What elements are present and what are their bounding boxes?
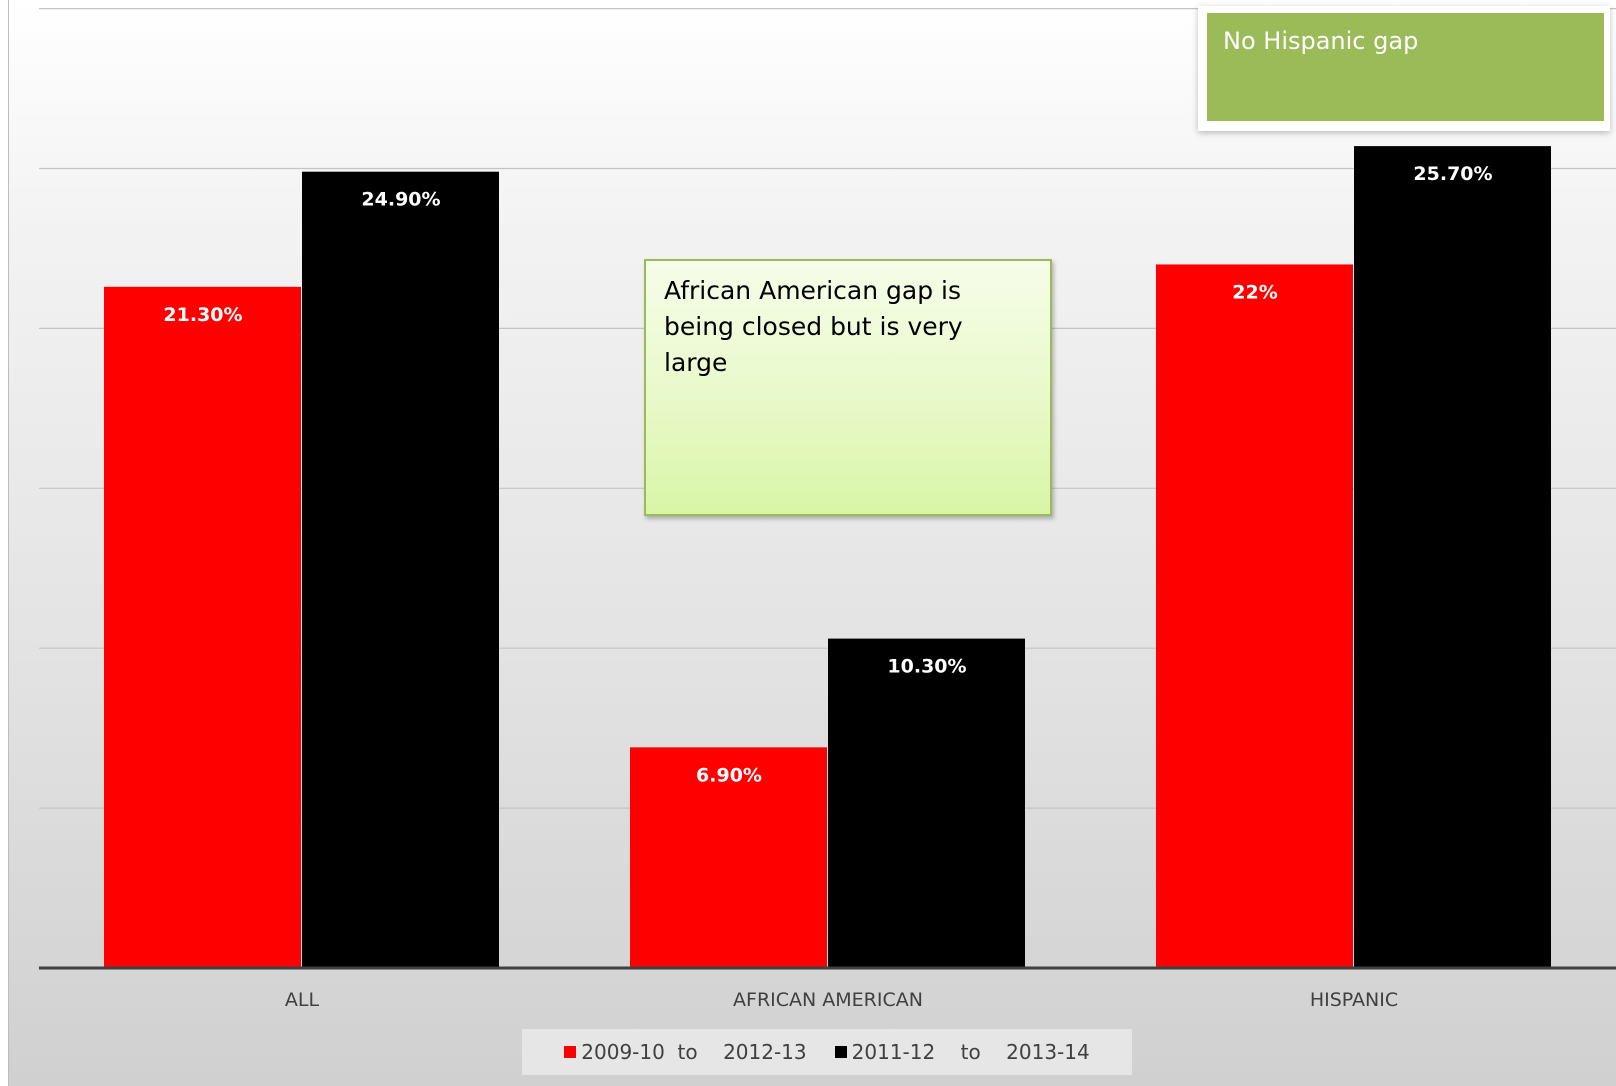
data-label-1-1: 21.30% <box>163 304 242 326</box>
note-no-hispanic-gap: No Hispanic gap <box>1198 6 1610 131</box>
bar-2-1 <box>302 171 499 968</box>
note-african-american-gap: African American gap is being closed but… <box>644 259 1052 516</box>
legend-item-series-1: 2009-10 to 2012-13 <box>564 1040 807 1064</box>
legend-swatch-series-2 <box>834 1046 847 1058</box>
legend: 2009-10 to 2012-13 2011-12 to 2013-14 <box>522 1029 1132 1075</box>
data-label-2-3: 25.70% <box>1413 163 1492 185</box>
chart-area: 21.30% 24.90% ALL 6.90% 10.30% AFRICAN AMERIC… <box>8 0 1616 1086</box>
legend-item-series-2: 2011-12 to 2013-14 <box>834 1040 1090 1064</box>
category-label: AFRICAN AMERICAN <box>733 989 923 1011</box>
legend-label-series-1: 2009-10 to 2012-13 <box>581 1040 807 1064</box>
legend-label-series-2: 2011-12 to 2013-14 <box>851 1040 1090 1064</box>
legend-swatch-series-1 <box>564 1046 577 1058</box>
data-label-1-3: 22% <box>1232 281 1277 303</box>
note-no-hispanic-gap-text: No Hispanic gap <box>1207 13 1604 121</box>
category-label: ALL <box>285 989 320 1011</box>
bar-1-3 <box>1156 264 1353 968</box>
data-label-2-2: 10.30% <box>887 656 966 678</box>
bar-2-3 <box>1354 146 1551 968</box>
bar-1-1 <box>104 286 301 968</box>
category-label: HISPANIC <box>1310 989 1398 1011</box>
data-label-1-2: 6.90% <box>696 764 762 786</box>
bar-1-2 <box>630 747 827 968</box>
data-label-2-1: 24.90% <box>361 189 440 211</box>
bar-2-2 <box>828 638 1025 968</box>
bar-chart: 21.30% 24.90% ALL 6.90% 10.30% AFRICAN AMERIC… <box>39 8 1616 1011</box>
